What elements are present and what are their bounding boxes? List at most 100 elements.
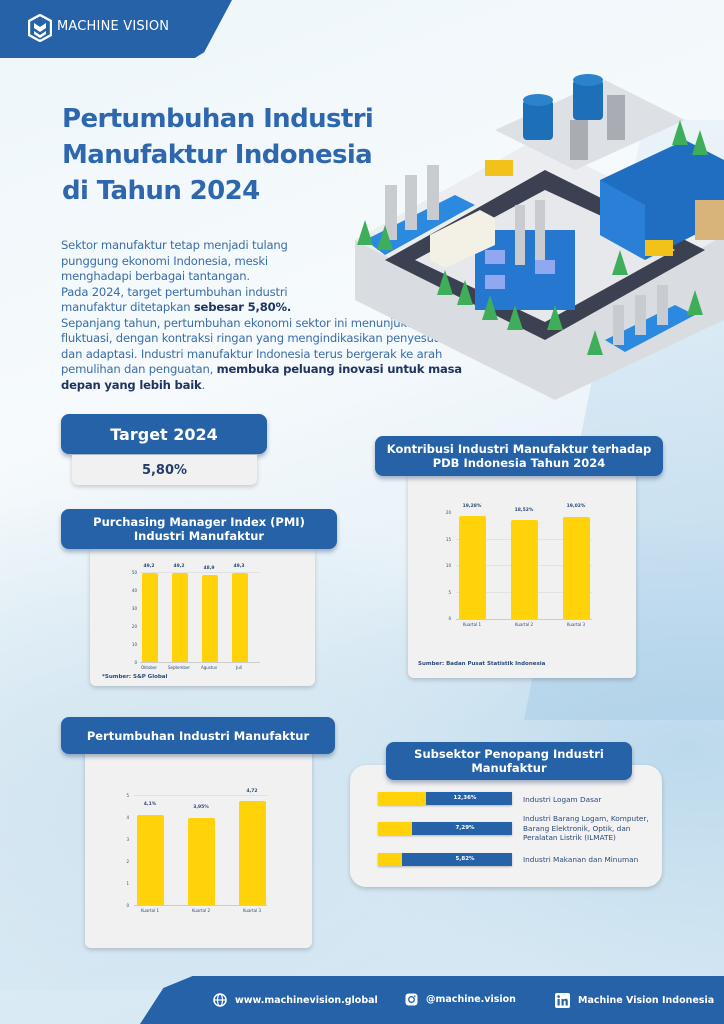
bar-kuartal-3: [239, 801, 266, 905]
footer-linkedin[interactable]: Machine Vision Indonesia: [555, 993, 714, 1008]
pmi-header: Purchasing Manager Index (PMI) Industri M…: [61, 509, 337, 549]
growth-chart: 5 4 3 2 1 0 4,1% Kuartal 1 3,95% Kuartal…: [126, 789, 267, 913]
title-line-1: Pertumbuhan Industri: [62, 104, 374, 134]
bar-value: 4,1%: [143, 802, 157, 807]
instagram-icon: [405, 993, 418, 1006]
y-tick: 0: [126, 903, 129, 908]
subsector-bar-fill: [378, 853, 402, 866]
subsector-bar-fill: [378, 792, 426, 805]
brand-name: MACHINE VISION: [57, 19, 170, 34]
bar-kuartal-2: [188, 818, 215, 905]
subsector-header: Subsektor Penopang Industri Manufaktur: [386, 742, 632, 780]
bar-juli: [232, 573, 248, 662]
y-tick: 20: [445, 510, 451, 515]
y-tick: 5: [126, 793, 129, 798]
page-title: Pertumbuhan Industri Manufaktur Indonesi…: [62, 101, 422, 209]
intro-p1: Sektor manufaktur tetap menjadi tulang p…: [61, 238, 288, 283]
bar-kuartal-1: [137, 815, 164, 905]
pdb-title-2: PDB Indonesia Tahun 2024: [432, 456, 606, 470]
y-tick: 5: [448, 590, 451, 595]
grid-line: [134, 795, 267, 796]
bar-oktober: [142, 573, 158, 662]
y-tick: 40: [131, 588, 137, 593]
intro-p2: Pada 2024, target pertumbuhan industri m…: [61, 284, 288, 315]
target-header: Target 2024: [61, 414, 267, 454]
bar-kuartal-3: [563, 517, 590, 619]
y-tick: 30: [131, 606, 137, 611]
subsector-label: Industri Logam Dasar: [523, 795, 602, 804]
subsector-title-1: Subsektor Penopang Industri: [414, 747, 604, 761]
pmi-chart: 50 40 30 20 10 0 49,2 Oktober 49,2 Septe…: [132, 564, 260, 670]
bar-value: 49,2: [143, 564, 155, 569]
bar-value: 19,02%: [566, 504, 586, 509]
bar-agustus: [202, 575, 218, 662]
intro-p3-end: .: [201, 377, 206, 392]
bar-category: Kuartal 2: [191, 908, 210, 913]
bar-category: Juli: [236, 665, 242, 670]
x-axis: [140, 662, 260, 663]
bar-category: Oktober: [140, 665, 158, 670]
subsector-label: Industri Makanan dan Minuman: [523, 855, 639, 864]
pdb-header: Kontribusi Industri Manufaktur terhadap P…: [375, 436, 663, 476]
bar-category: Agustus: [200, 665, 218, 670]
subsector-bar: 12,36%: [378, 792, 512, 805]
pdb-source: Sumber: Badan Pusat Statistik Indonesia: [418, 661, 546, 667]
growth-chart-card: 5 4 3 2 1 0 4,1% Kuartal 1 3,95% Kuartal…: [85, 738, 312, 948]
machine-vision-logo-icon: [28, 14, 52, 42]
y-tick: 2: [126, 859, 129, 864]
bar-kuartal-2: [511, 520, 538, 619]
bar-value: 49,2: [173, 564, 185, 569]
y-tick: 3: [126, 837, 129, 842]
pdb-title-1: Kontribusi Industri Manufaktur terhadap: [386, 442, 652, 456]
linkedin-link[interactable]: Machine Vision Indonesia: [578, 995, 715, 1006]
instagram-link[interactable]: @machine.vision: [426, 994, 516, 1005]
bar-category: Kuartal 1: [462, 622, 481, 627]
intro-p3-bold: membuka peluang inovasi untuk masa depan…: [61, 362, 462, 392]
globe-icon: [213, 993, 227, 1007]
title-line-3: di Tahun 2024: [62, 176, 260, 206]
footer-instagram[interactable]: @machine.vision: [405, 993, 516, 1006]
growth-header: Pertumbuhan Industri Manufaktur: [61, 717, 335, 754]
y-tick: 20: [131, 624, 137, 629]
pdb-chart-card: 20 15 10 5 0 19,28% Kuartal 1 18,52% Kua…: [408, 472, 636, 678]
subsector-value: 12,36%: [453, 795, 477, 801]
subsector-value: 7,29%: [455, 825, 475, 831]
y-tick: 10: [445, 563, 451, 568]
subsector-value: 5,82%: [455, 856, 475, 862]
bar-value: 19,28%: [462, 504, 482, 509]
intro-paragraph: Sektor manufaktur tetap menjadi tulang p…: [61, 238, 471, 393]
bar-value: 49,3: [233, 564, 245, 569]
subsector-bar: 5,82%: [378, 853, 512, 866]
y-tick: 50: [131, 570, 137, 575]
y-tick: 4: [126, 815, 129, 820]
footer-website[interactable]: www.machinevision.global: [213, 993, 378, 1007]
website-link[interactable]: www.machinevision.global: [235, 994, 378, 1006]
subsector-title-2: Manufaktur: [471, 761, 547, 775]
pdb-chart: 20 15 10 5 0 19,28% Kuartal 1 18,52% Kua…: [446, 504, 592, 627]
y-tick: 15: [445, 537, 451, 542]
linkedin-icon: [555, 993, 570, 1008]
bar-category: September: [167, 665, 191, 670]
pmi-title-1: Purchasing Manager Index (PMI): [93, 515, 305, 529]
y-tick: 0: [448, 616, 451, 621]
bar-kuartal-1: [459, 516, 486, 619]
y-tick: 10: [131, 642, 137, 647]
bar-september: [172, 573, 188, 662]
bar-value: 18,52%: [514, 508, 534, 513]
intro-p3: Sepanjang tahun, pertumbuhan ekonomi sek…: [61, 315, 458, 377]
bar-category: Kuartal 1: [140, 908, 159, 913]
pmi-source: *Sumber: S&P Global: [102, 674, 168, 680]
grid-line: [140, 572, 260, 573]
y-tick: 1: [126, 881, 129, 886]
subsector-bar-fill: [378, 822, 412, 835]
target-value: 5,80%: [72, 455, 257, 485]
intro-p2-bold: sebesar 5,80%.: [193, 300, 292, 314]
x-axis: [456, 619, 592, 620]
bar-category: Kuartal 3: [566, 622, 585, 627]
bar-value: 4,72: [246, 789, 258, 794]
subsector-label: Industri Barang Logam, Komputer, Barang …: [523, 814, 649, 842]
footer-bar: [140, 976, 724, 1024]
bar-category: Kuartal 2: [514, 622, 533, 627]
factory-illustration: [355, 74, 724, 400]
bar-category: Kuartal 3: [242, 908, 261, 913]
